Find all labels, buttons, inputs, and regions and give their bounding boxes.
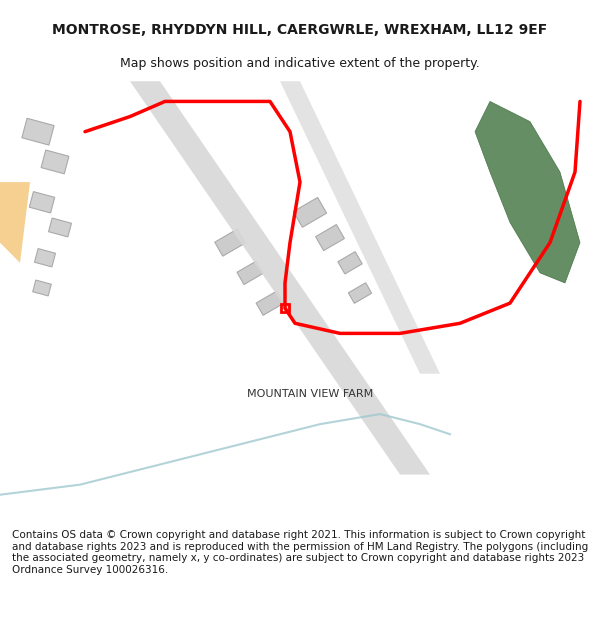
Bar <box>281 304 289 312</box>
Polygon shape <box>316 224 344 251</box>
Polygon shape <box>130 81 430 474</box>
Text: Map shows position and indicative extent of the property.: Map shows position and indicative extent… <box>120 57 480 70</box>
Polygon shape <box>349 282 371 303</box>
Polygon shape <box>0 182 30 262</box>
Text: Contains OS data © Crown copyright and database right 2021. This information is : Contains OS data © Crown copyright and d… <box>12 530 588 575</box>
Polygon shape <box>33 280 51 296</box>
Polygon shape <box>256 291 284 315</box>
Polygon shape <box>29 192 55 213</box>
Polygon shape <box>338 252 362 274</box>
Polygon shape <box>41 150 69 174</box>
Text: MONTROSE, RHYDDYN HILL, CAERGWRLE, WREXHAM, LL12 9EF: MONTROSE, RHYDDYN HILL, CAERGWRLE, WREXH… <box>52 22 548 37</box>
Polygon shape <box>293 198 326 228</box>
Polygon shape <box>215 229 245 256</box>
Polygon shape <box>34 249 56 267</box>
Polygon shape <box>475 101 580 283</box>
Polygon shape <box>280 81 440 374</box>
Polygon shape <box>22 118 54 145</box>
Polygon shape <box>237 261 263 284</box>
Polygon shape <box>49 218 71 237</box>
Text: MOUNTAIN VIEW FARM: MOUNTAIN VIEW FARM <box>247 389 373 399</box>
